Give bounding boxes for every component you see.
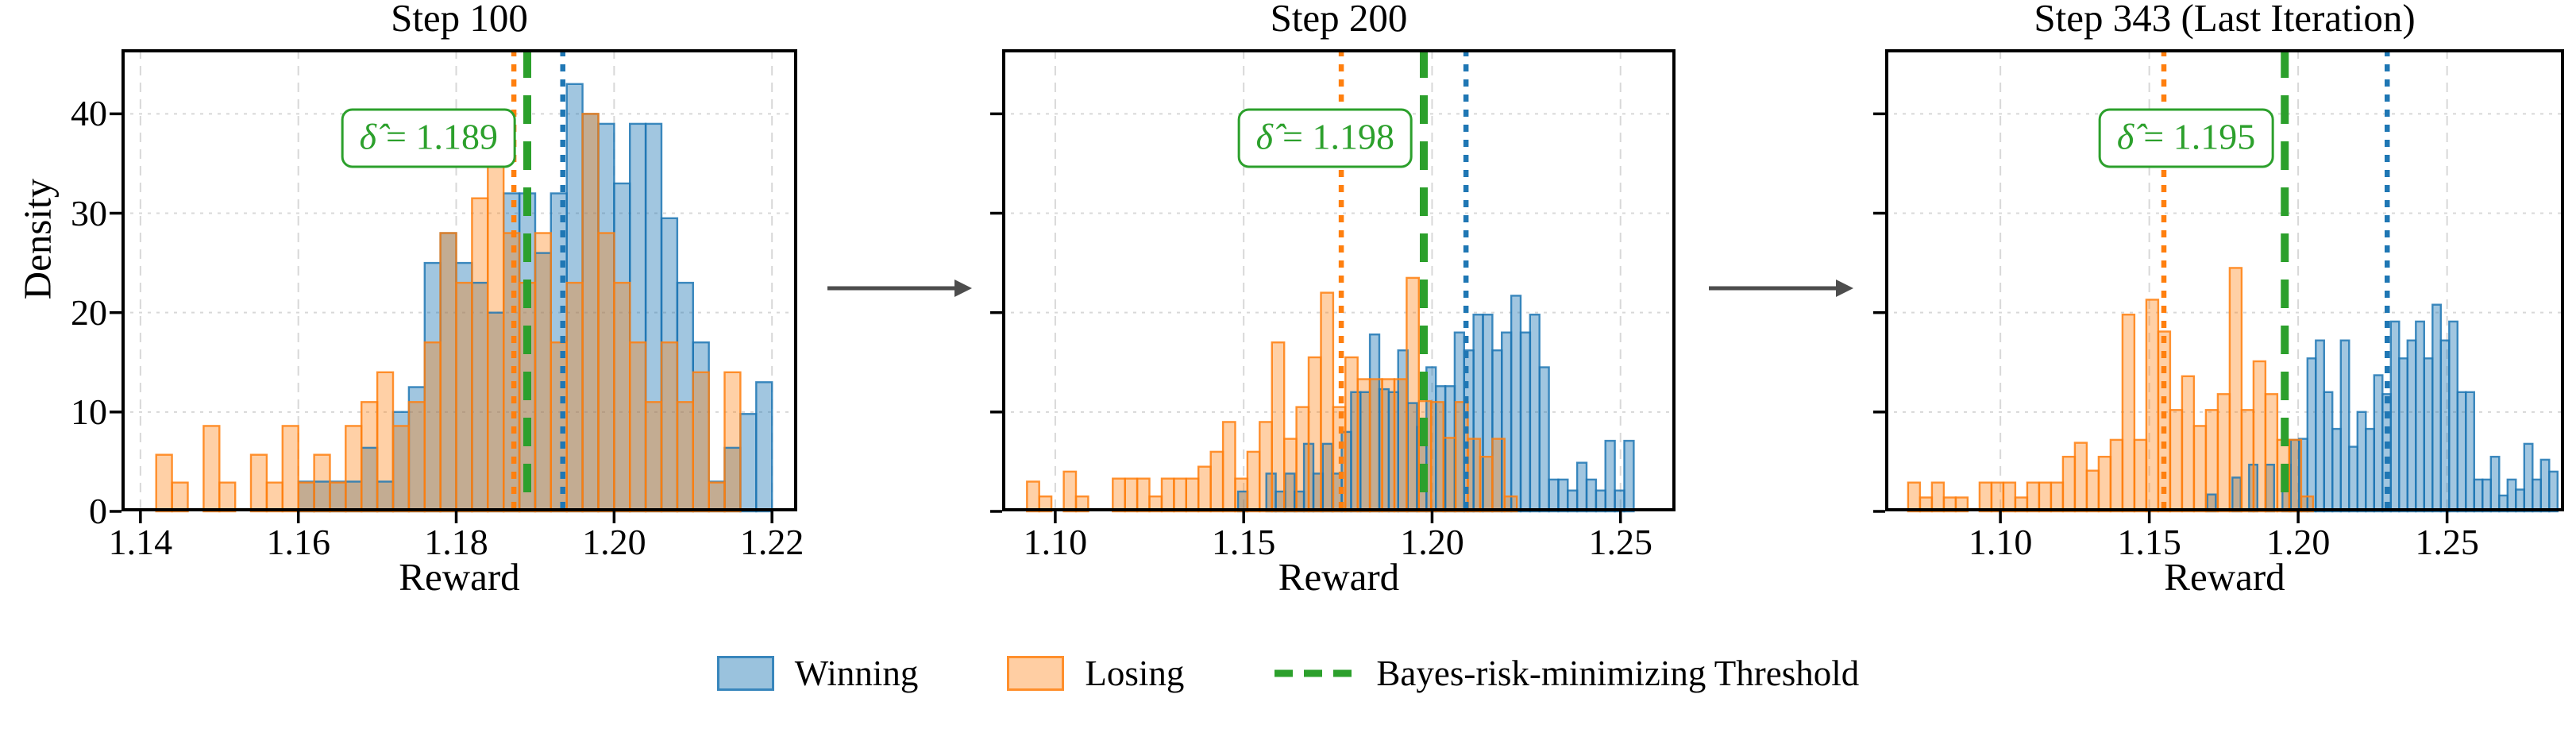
x-axis-label: Reward: [2164, 555, 2285, 599]
panel-step-343: Step 343 (Last Iteration) δ̂ = 1.195 1.10…: [1873, 0, 2564, 748]
arrow-icon: [1709, 280, 1853, 297]
y-tick-label: 0: [89, 491, 107, 531]
x-tick-label: 1.20: [582, 522, 646, 562]
legend-item-winning: Winning: [716, 653, 919, 694]
x-tick-label: 1.18: [424, 522, 488, 562]
threshold-annotation: δ̂ = 1.198: [1237, 108, 1413, 168]
y-tick-label: 30: [71, 192, 107, 233]
legend-label: Bayes-risk-minimizing Threshold: [1376, 654, 1860, 693]
delta-hat-symbol: δ̂: [2116, 116, 2134, 157]
y-tick-label: 20: [71, 291, 107, 333]
x-tick-label: 1.25: [2415, 522, 2479, 562]
x-tick-label: 1.10: [1968, 522, 2033, 562]
x-tick-label: 1.14: [108, 522, 173, 562]
winning-swatch: [716, 656, 774, 691]
arrow-icon: [827, 280, 972, 297]
threshold-value: = 1.198: [1282, 116, 1394, 157]
histogram-plot: [1873, 49, 2564, 523]
histogram-plot: [110, 49, 797, 523]
legend: Winning Losing Bayes-risk-minimizing Thr…: [0, 653, 2576, 694]
x-axis-label: Reward: [399, 555, 520, 599]
x-axis-label: Reward: [1278, 555, 1400, 599]
x-tick-label: 1.15: [1211, 522, 1276, 562]
x-tick-label: 1.16: [266, 522, 330, 562]
y-tick-label: 10: [71, 391, 107, 432]
losing-swatch: [1007, 656, 1065, 691]
x-tick-label: 1.10: [1023, 522, 1088, 562]
legend-item-losing: Losing: [1007, 653, 1184, 694]
x-tick-label: 1.22: [739, 522, 804, 562]
threshold-annotation: δ̂ = 1.189: [341, 108, 516, 168]
x-tick-label: 1.20: [2266, 522, 2331, 562]
panel-title: Step 343 (Last Iteration): [2034, 0, 2416, 40]
x-tick-label: 1.25: [1588, 522, 1652, 562]
legend-label: Losing: [1085, 654, 1185, 693]
legend-label: Winning: [794, 654, 919, 693]
y-tick-label: 40: [71, 93, 107, 134]
x-tick-label: 1.20: [1400, 522, 1464, 562]
panel-step-200: Step 200 δ̂ = 1.198 1.10 1.15 1.20 1.25 Rewa…: [990, 0, 1676, 748]
panel-title: Step 100: [391, 0, 528, 40]
threshold-value: = 1.189: [386, 116, 498, 157]
legend-item-threshold: Bayes-risk-minimizing Threshold: [1273, 653, 1859, 694]
threshold-annotation: δ̂ = 1.195: [2098, 108, 2274, 168]
panel-title: Step 200: [1270, 0, 1408, 40]
panel-step-100: Step 100 δ̂ = 1.189 1.14 1.16 1.18 1.20 1.22 …: [109, 0, 804, 748]
x-tick-label: 1.15: [2117, 522, 2181, 562]
threshold-dash-swatch: [1275, 669, 1355, 677]
histogram-plot: [990, 49, 1676, 523]
threshold-value: = 1.195: [2143, 116, 2256, 157]
delta-hat-symbol: δ̂: [1255, 116, 1274, 157]
delta-hat-symbol: δ̂: [359, 116, 377, 157]
